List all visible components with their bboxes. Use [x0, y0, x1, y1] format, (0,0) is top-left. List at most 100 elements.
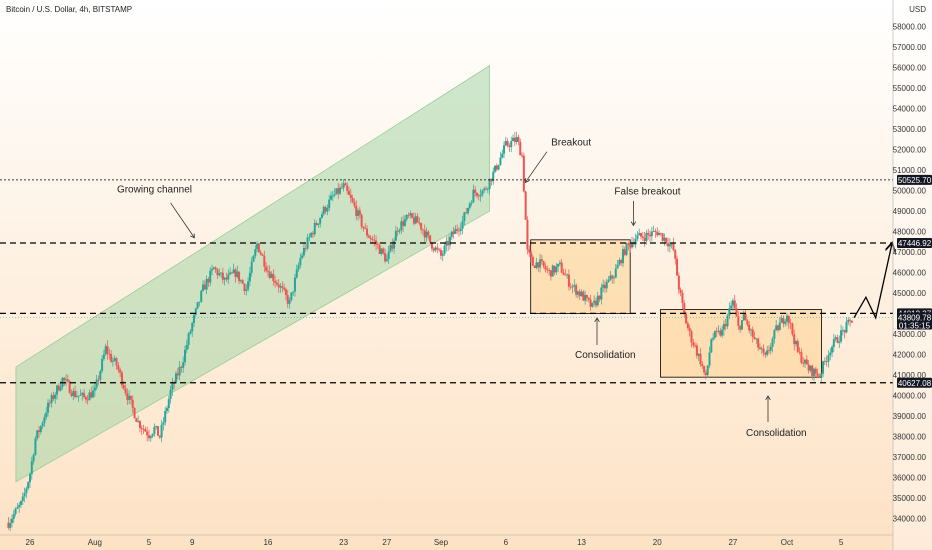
candle-body-136 — [252, 255, 255, 262]
candle-body-252 — [461, 220, 464, 229]
candle-body-79 — [149, 436, 152, 439]
candle-body-283 — [517, 136, 520, 143]
candle-body-77 — [146, 431, 149, 436]
candle-body-214 — [393, 240, 396, 249]
candle-body-387 — [704, 372, 707, 376]
candle-body-18 — [39, 426, 42, 433]
candle-body-417 — [758, 347, 761, 350]
candle-body-323 — [589, 299, 592, 307]
candle-body-190 — [349, 194, 352, 199]
candle-body-7 — [19, 501, 22, 505]
candle-body-164 — [302, 247, 305, 256]
y-tick-53000: 53000.00 — [893, 125, 927, 134]
candle-body-168 — [310, 232, 313, 237]
candle-body-378 — [688, 328, 691, 332]
currency-label: USD — [909, 5, 926, 14]
candle-body-314 — [573, 285, 576, 287]
current-price-tag: 43809.78 — [898, 314, 932, 323]
candle-body-73 — [138, 421, 141, 429]
candle-body-115 — [214, 267, 217, 270]
current-price-tag-bg — [897, 312, 932, 330]
candle-body-464 — [843, 330, 846, 333]
candle-body-320 — [584, 294, 587, 301]
candle-body-251 — [459, 228, 462, 231]
candle-body-69 — [131, 399, 134, 408]
candle-body-426 — [775, 325, 778, 331]
candle-body-213 — [391, 244, 394, 249]
candle-body-59 — [113, 358, 116, 361]
candle-body-155 — [286, 295, 289, 304]
candle-body-373 — [679, 289, 682, 293]
candle-body-407 — [740, 320, 743, 330]
candle-body-132 — [245, 289, 248, 291]
candle-body-258 — [472, 189, 475, 203]
candle-body-131 — [243, 283, 246, 291]
candle-body-362 — [659, 233, 662, 234]
candle-body-300 — [548, 269, 551, 271]
candle-body-87 — [164, 410, 167, 423]
y-tick-57000: 57000.00 — [893, 43, 927, 52]
y-tick-36000: 36000.00 — [893, 474, 927, 483]
candle-body-401 — [730, 305, 733, 309]
candle-body-219 — [402, 221, 405, 226]
candle-body-365 — [665, 237, 668, 244]
candle-body-458 — [832, 339, 835, 347]
candle-body-114 — [212, 267, 215, 270]
candle-body-150 — [277, 284, 280, 288]
candle-body-400 — [728, 308, 731, 316]
candle-body-54 — [104, 346, 107, 355]
current-price-tag-countdown: 01:35:15 — [899, 322, 931, 331]
candle-body-192 — [353, 201, 356, 206]
candle-body-430 — [782, 318, 785, 324]
candle-body-178 — [328, 199, 331, 209]
candle-body-304 — [555, 266, 558, 273]
candle-body-152 — [281, 286, 284, 288]
candle-body-316 — [576, 291, 579, 295]
candle-body-109 — [203, 284, 206, 290]
candle-body-457 — [831, 346, 834, 353]
candle-body-80 — [151, 433, 154, 437]
candle-body-70 — [133, 407, 136, 419]
candle-body-137 — [254, 249, 257, 256]
candle-body-127 — [236, 271, 239, 277]
candle-body-382 — [695, 345, 698, 356]
candle-body-217 — [398, 230, 401, 232]
annotation-consolidation-1: Consolidation — [575, 350, 636, 361]
candle-body-191 — [351, 198, 354, 202]
candle-body-268 — [490, 178, 493, 182]
candle-body-333 — [607, 279, 610, 282]
y-tick-46000: 46000.00 — [893, 269, 927, 278]
candle-body-228 — [418, 222, 421, 224]
candle-body-272 — [497, 164, 500, 170]
candle-body-399 — [726, 315, 729, 327]
candle-body-71 — [135, 418, 138, 422]
candle-body-455 — [827, 355, 830, 362]
candle-body-89 — [167, 399, 170, 409]
candle-body-394 — [717, 330, 720, 332]
candle-body-345 — [629, 244, 632, 248]
candle-body-14 — [32, 454, 35, 462]
candle-body-270 — [494, 165, 497, 172]
candle-body-56 — [108, 353, 111, 355]
candle-body-200 — [367, 235, 370, 238]
candle-body-340 — [620, 259, 623, 264]
candle-body-37 — [74, 391, 77, 397]
candle-body-139 — [257, 243, 260, 253]
candle-body-275 — [503, 145, 506, 154]
candle-body-289 — [528, 249, 531, 253]
candle-body-167 — [308, 236, 311, 238]
candle-body-386 — [703, 365, 706, 373]
candle-body-341 — [621, 249, 624, 264]
candle-body-371 — [676, 258, 679, 276]
y-tick-47000: 47000.00 — [893, 248, 927, 257]
x-tick-12: Oct — [781, 538, 794, 547]
candle-body-462 — [840, 330, 843, 342]
candle-body-361 — [658, 233, 661, 236]
candle-body-277 — [506, 141, 509, 146]
candle-body-443 — [805, 359, 808, 365]
candle-body-326 — [594, 300, 597, 306]
candle-body-332 — [605, 281, 608, 289]
candle-body-49 — [95, 379, 98, 388]
candle-body-203 — [373, 239, 376, 241]
y-tick-51000: 51000.00 — [893, 166, 927, 175]
